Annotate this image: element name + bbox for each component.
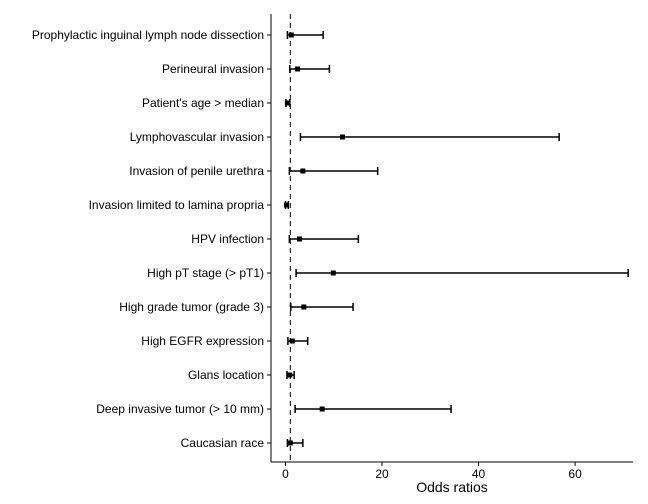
category-label: Caucasian race [181, 436, 265, 450]
odds-ratio-row [284, 99, 291, 107]
odds-ratio-row [288, 167, 379, 175]
odds-ratio-row [295, 269, 629, 277]
category-label: Invasion limited to lamina propria [89, 198, 265, 212]
category-label: Invasion of penile urethra [129, 164, 264, 178]
odds-ratio-row [294, 405, 452, 413]
odds-ratio-point [300, 168, 306, 174]
odds-ratio-row [286, 31, 324, 39]
category-label: Deep invasive tumor (> 10 mm) [96, 402, 264, 416]
category-label: High grade tumor (grade 3) [119, 300, 264, 314]
odds-ratio-point [339, 134, 345, 140]
odds-ratio-point [289, 338, 295, 344]
odds-ratio-row [283, 201, 290, 209]
odds-ratio-point [301, 304, 307, 310]
odds-ratio-point [319, 406, 325, 412]
category-label: Lymphovascular invasion [130, 130, 264, 144]
x-tick-label: 0 [282, 467, 289, 481]
odds-ratio-row [288, 235, 360, 243]
odds-ratio-point [296, 236, 302, 242]
odds-ratio-point [295, 66, 301, 72]
category-label: Patient's age > median [142, 96, 264, 110]
odds-ratio-point [283, 202, 289, 208]
data-markers [283, 31, 629, 447]
category-label: Glans location [188, 368, 264, 382]
odds-ratio-row [299, 133, 560, 141]
x-axis-ticks: 0 20 40 60 [282, 462, 582, 481]
x-axis-title: Odds ratios [416, 479, 488, 495]
odds-ratio-row [289, 65, 331, 73]
category-label: Prophylactic inguinal lymph node dissect… [32, 28, 264, 42]
category-label: HPV infection [191, 232, 264, 246]
odds-ratio-point [284, 100, 290, 106]
x-tick-label: 60 [568, 467, 582, 481]
odds-ratio-point [288, 32, 294, 38]
category-label: High EGFR expression [141, 334, 264, 348]
x-tick-label: 20 [375, 467, 389, 481]
category-label: High pT stage (> pT1) [147, 266, 264, 280]
odds-ratio-point [330, 270, 336, 276]
x-tick-label: 40 [472, 467, 486, 481]
category-label: Perineural invasion [162, 62, 264, 76]
odds-ratio-row [287, 337, 309, 345]
odds-ratio-point [287, 440, 293, 446]
odds-ratio-row [286, 439, 304, 447]
odds-ratio-row [290, 303, 354, 311]
category-labels: Prophylactic inguinal lymph node dissect… [32, 28, 271, 450]
